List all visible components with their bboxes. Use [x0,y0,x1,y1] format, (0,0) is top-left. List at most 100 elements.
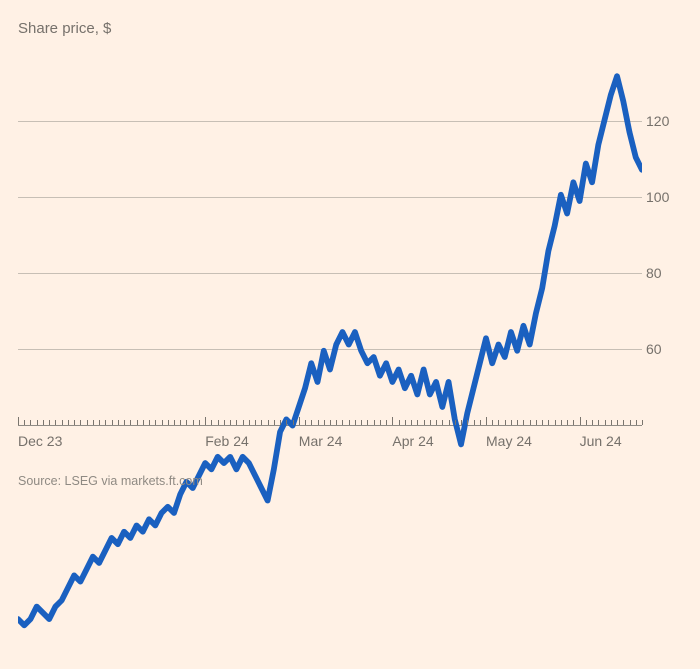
x-tick [630,420,631,425]
x-tick-label: May 24 [486,433,532,449]
x-tick [561,420,562,425]
x-tick [286,420,287,425]
x-tick [236,420,237,425]
x-tick [93,420,94,425]
x-tick [205,417,206,425]
x-tick [417,420,418,425]
x-tick [517,420,518,425]
x-tick [24,420,25,425]
line-chart-svg [18,45,642,669]
x-tick [230,420,231,425]
x-tick [149,420,150,425]
x-tick-label: Feb 24 [205,433,249,449]
x-tick [480,420,481,425]
x-tick [536,420,537,425]
x-tick [461,420,462,425]
x-tick [112,420,113,425]
x-tick [130,420,131,425]
x-tick [530,420,531,425]
x-tick [467,420,468,425]
x-tick [87,420,88,425]
x-tick [299,417,300,425]
x-tick [99,420,100,425]
x-tick [611,420,612,425]
x-tick [105,420,106,425]
x-tick [336,420,337,425]
x-tick [636,420,637,425]
x-tick [261,420,262,425]
chart-subtitle: Share price, $ [18,20,682,37]
x-tick [174,420,175,425]
x-tick [193,420,194,425]
x-tick [162,420,163,425]
x-tick [186,420,187,425]
x-tick [442,420,443,425]
x-tick [511,420,512,425]
x-tick [155,420,156,425]
source-attribution: Source: LSEG via markets.ft.com [18,474,203,488]
x-tick [586,420,587,425]
x-tick [573,420,574,425]
x-tick [355,420,356,425]
y-tick-label: 120 [646,113,682,129]
x-tick [436,420,437,425]
x-tick [124,420,125,425]
x-tick [143,420,144,425]
x-tick [367,420,368,425]
x-tick [168,420,169,425]
x-tick [224,420,225,425]
x-tick [274,420,275,425]
x-tick [243,420,244,425]
x-tick [30,420,31,425]
x-tick-label: Jun 24 [580,433,622,449]
x-tick [349,420,350,425]
x-tick [523,420,524,425]
x-tick [324,420,325,425]
x-tick [424,420,425,425]
x-tick [80,420,81,425]
x-tick [268,420,269,425]
x-tick [605,420,606,425]
y-tick-label: 100 [646,189,682,205]
x-tick [68,420,69,425]
x-tick [180,420,181,425]
x-tick-label: Mar 24 [299,433,343,449]
x-tick [137,420,138,425]
x-tick [411,420,412,425]
x-tick [492,420,493,425]
x-tick [642,420,643,425]
x-tick [592,420,593,425]
x-tick [361,420,362,425]
x-tick [580,417,581,425]
x-tick [486,417,487,425]
x-tick [118,420,119,425]
x-tick [318,420,319,425]
x-tick [405,420,406,425]
x-tick [311,420,312,425]
x-tick [330,420,331,425]
y-tick-label: 80 [646,265,682,281]
y-tick-label: 60 [646,341,682,357]
x-tick-label: Dec 23 [18,433,62,449]
x-tick [218,420,219,425]
x-tick [249,420,250,425]
x-tick [498,420,499,425]
x-tick [374,420,375,425]
x-tick [55,420,56,425]
x-tick [555,420,556,425]
x-tick-label: Apr 24 [392,433,433,449]
x-tick [617,420,618,425]
x-axis-ticks [18,417,642,425]
x-tick [342,420,343,425]
x-tick [43,420,44,425]
chart-container: Share price, $ 60 80 100 120 Dec 23 Feb 24 Ma… [18,20,682,460]
x-tick [74,420,75,425]
x-tick [380,420,381,425]
x-tick [255,420,256,425]
x-tick [399,420,400,425]
x-tick [542,420,543,425]
x-tick [430,420,431,425]
x-tick [386,420,387,425]
x-tick [598,420,599,425]
x-tick [211,420,212,425]
